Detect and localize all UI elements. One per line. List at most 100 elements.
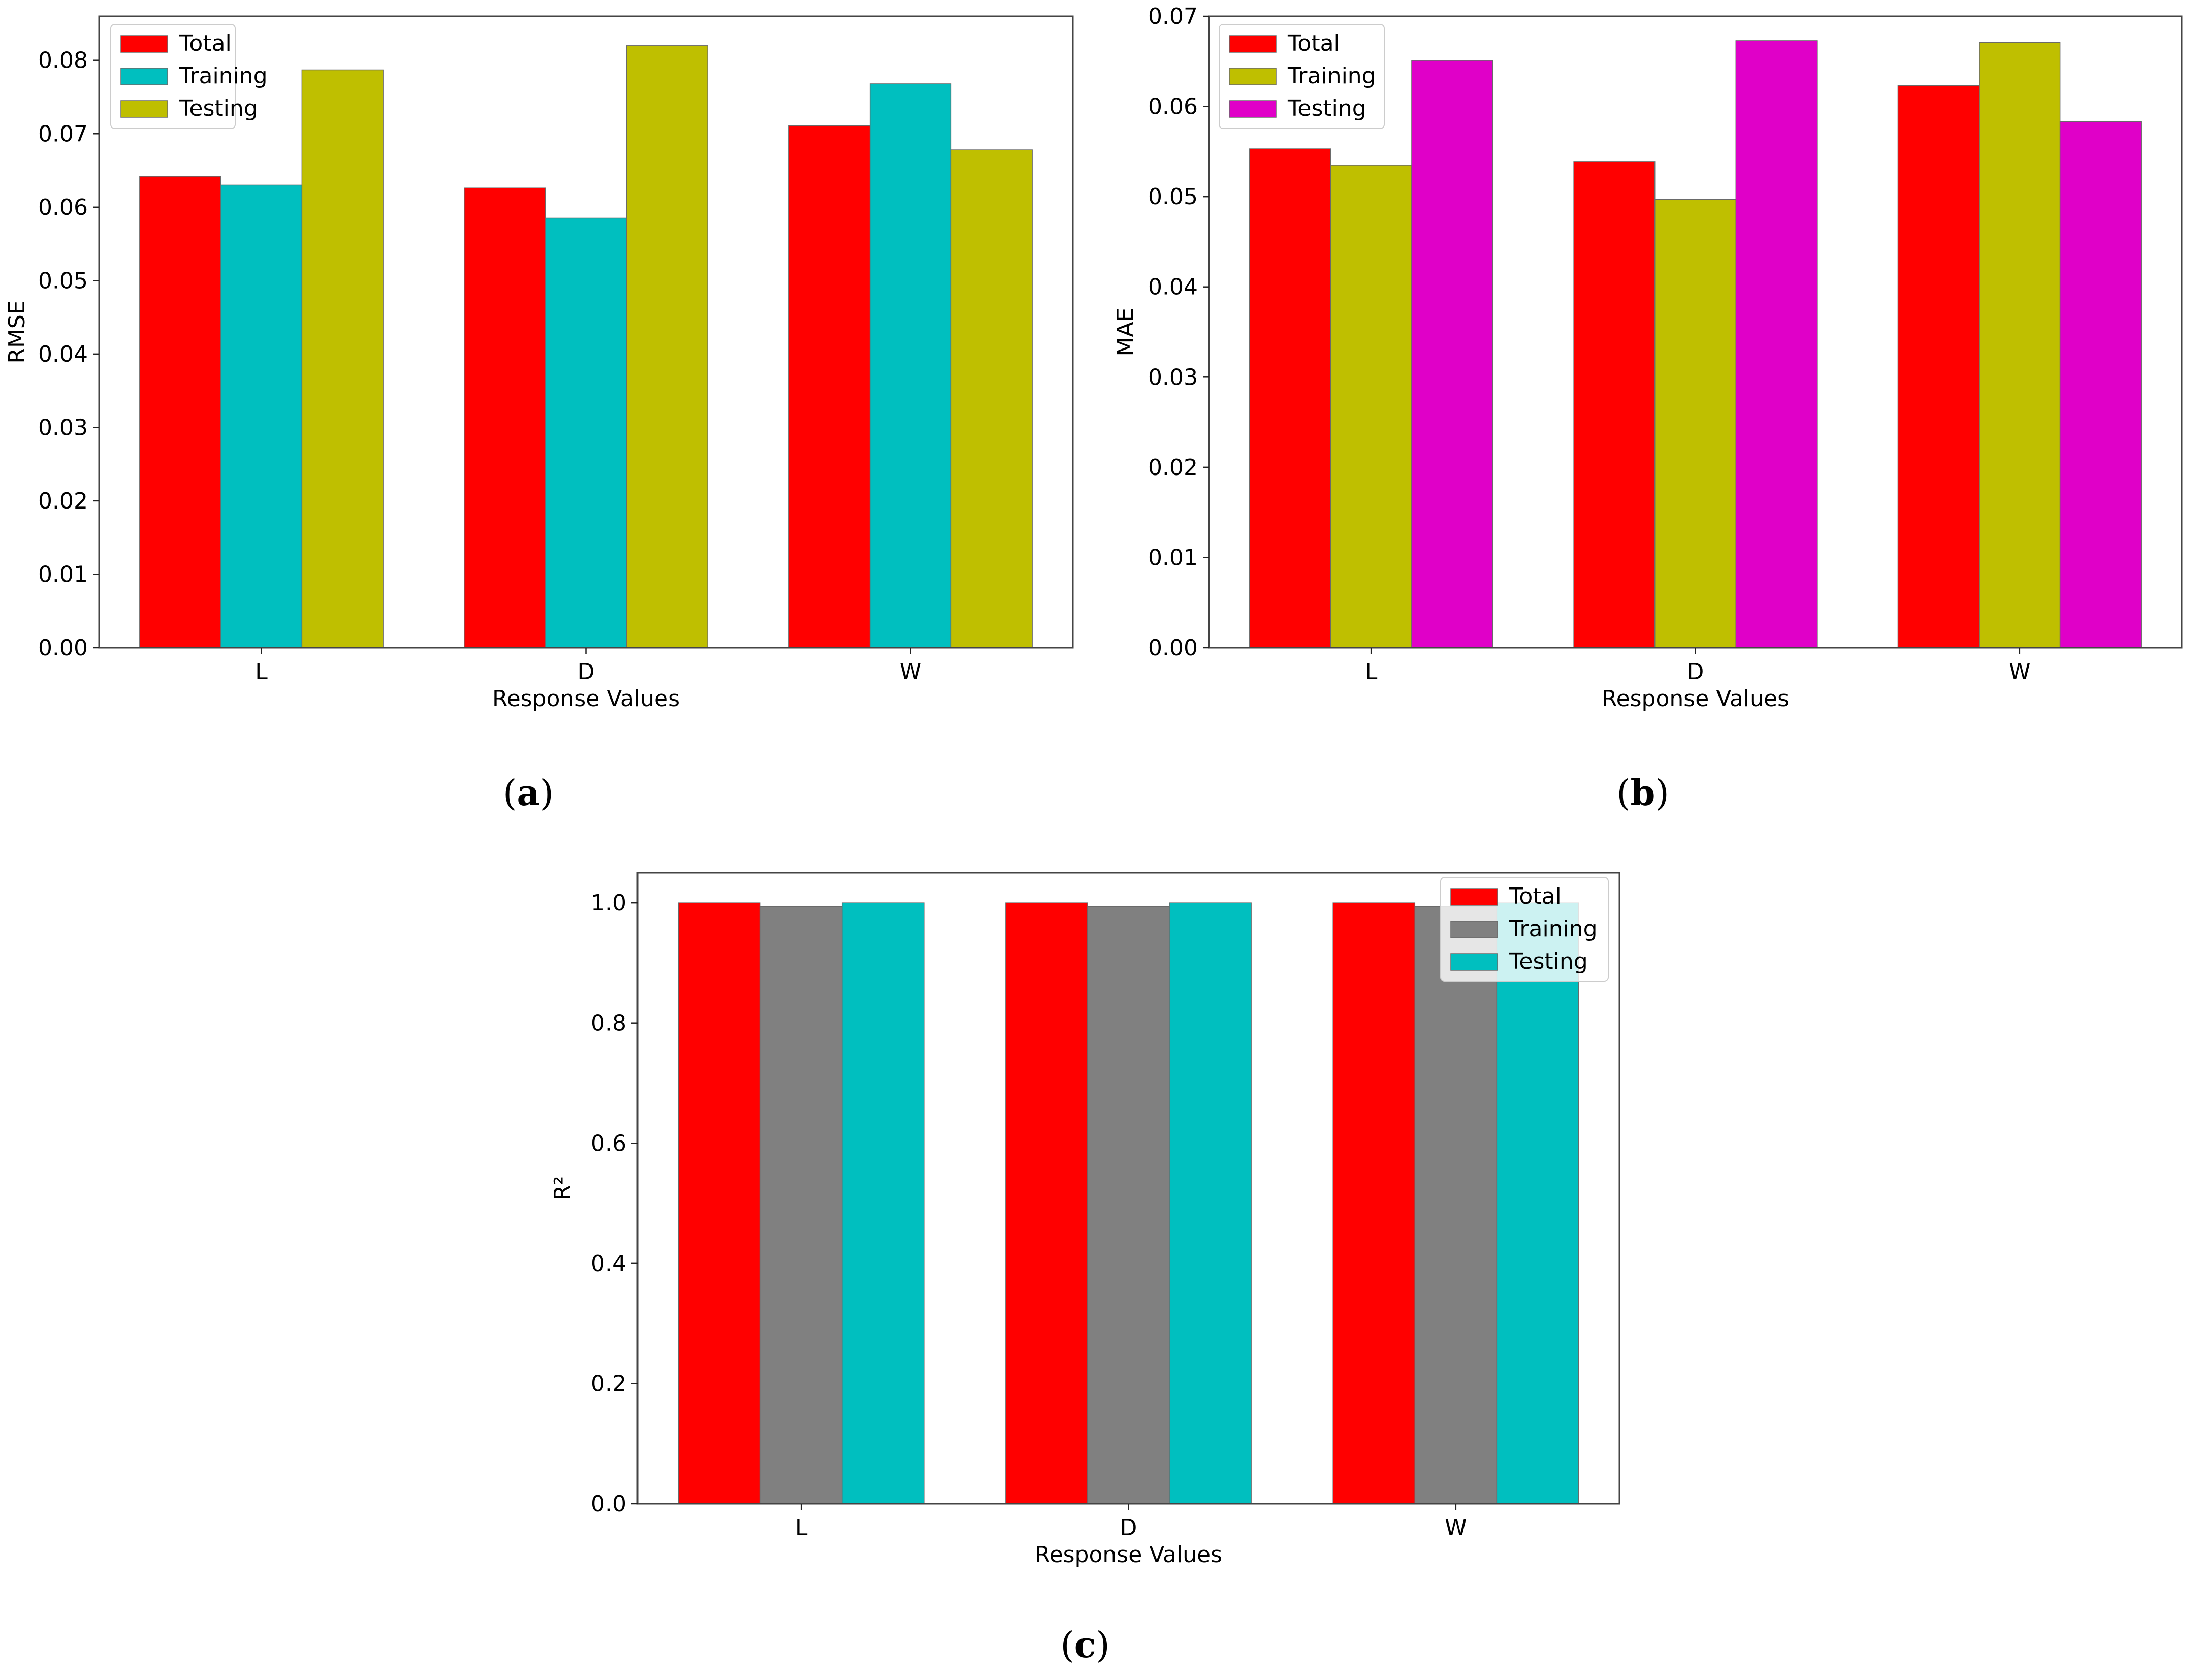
y-tick-label: 0.00 — [1148, 635, 1198, 661]
bar-total-d — [464, 187, 546, 648]
y-tick-label: 0.8 — [591, 1010, 626, 1036]
legend: Total Training Testing — [1440, 877, 1609, 982]
legend-label-total: Total — [1509, 883, 1562, 909]
y-tick-label: 0.00 — [38, 635, 88, 661]
x-axis-label: Response Values — [1035, 1542, 1222, 1568]
bar-total-w — [788, 125, 871, 648]
x-tick-label-l: L — [255, 659, 268, 685]
panel-label: (c) — [1060, 1624, 1109, 1666]
y-tick-label: 0.08 — [38, 48, 88, 74]
x-tick-label-w: W — [900, 659, 922, 685]
y-tick-label: 0.0 — [591, 1491, 626, 1517]
y-tick-label: 0.05 — [38, 268, 88, 294]
x-tick-label-l: L — [795, 1515, 808, 1541]
bar-training-w — [1979, 42, 2061, 648]
panel-label-letter: c — [1074, 1624, 1096, 1666]
bar-testing-w — [1496, 902, 1579, 1504]
y-tick-label: 0.03 — [1148, 364, 1198, 390]
y-axis-label: MAE — [1112, 308, 1138, 357]
y-axis-label: R² — [550, 1176, 576, 1200]
legend-swatch-training — [1229, 68, 1277, 85]
y-tick-label: 0.01 — [38, 561, 88, 587]
y-tick-label: 0.6 — [591, 1130, 626, 1156]
bar-testing-w — [950, 149, 1033, 648]
panel-label-letter: b — [1631, 772, 1656, 814]
chart-panel-b-mae: 0.00 0.01 0.02 0.03 0.04 0.05 0.06 0.07 L D W Respo… — [1112, 4, 2183, 814]
bar-total-d — [1573, 161, 1656, 648]
x-axis-label: Response Values — [1602, 686, 1789, 712]
legend-swatch-testing — [120, 100, 168, 118]
bar-total-w — [1897, 85, 1980, 648]
bar-total-l — [1249, 148, 1331, 648]
chart-panel-a-rmse: 0.00 0.01 0.02 0.03 0.04 0.05 0.06 0.07 0.08 L D W R… — [4, 15, 1074, 814]
bar-training-d — [1654, 199, 1737, 648]
x-tick-label-d: D — [1120, 1515, 1137, 1541]
x-tick-label-d: D — [1687, 659, 1704, 685]
legend-label-total: Total — [179, 30, 232, 56]
panel-label-close-paren: ) — [1655, 772, 1669, 814]
bar-training-l — [759, 906, 843, 1504]
panel-label-letter: a — [517, 772, 539, 814]
legend-label-training: Training — [1509, 916, 1598, 942]
y-tick-label: 0.02 — [38, 488, 88, 514]
x-axis-label: Response Values — [492, 686, 680, 712]
bar-training-w — [869, 83, 952, 648]
y-tick-label: 0.2 — [591, 1371, 626, 1397]
legend-swatch-total — [120, 35, 168, 53]
bar-total-l — [139, 176, 221, 648]
y-tick-label: 0.4 — [591, 1251, 626, 1277]
legend-swatch-training — [1450, 921, 1498, 938]
y-tick-label: 0.01 — [1148, 545, 1198, 570]
legend: Total Training Testing — [110, 24, 268, 129]
bar-testing-w — [2059, 121, 2142, 648]
bar-training-w — [1414, 906, 1498, 1504]
x-tick-label-w: W — [2009, 659, 2031, 685]
legend-swatch-total — [1450, 888, 1498, 906]
bar-training-l — [220, 184, 303, 648]
legend-swatch-total — [1229, 35, 1277, 53]
panel-label: (b) — [1616, 772, 1669, 814]
y-tick-label: 1.0 — [591, 890, 626, 916]
legend-swatch-testing — [1450, 953, 1498, 971]
x-tick-label-l: L — [1365, 659, 1378, 685]
y-tick-label: 0.06 — [1148, 94, 1198, 120]
bar-total-l — [678, 902, 761, 1504]
bar-training-d — [1087, 906, 1170, 1504]
panel-label-open-paren: ( — [1616, 772, 1630, 814]
legend-label-testing: Testing — [1287, 96, 1366, 121]
panel-label: (a) — [503, 772, 554, 814]
bar-training-l — [1330, 165, 1412, 648]
y-axis-label: RMSE — [4, 300, 30, 363]
chart-panel-c-r2: 0.0 0.2 0.4 0.6 0.8 1.0 L D W Response Values R² To… — [550, 872, 1620, 1666]
legend-label-total: Total — [1287, 30, 1340, 56]
panel-label-open-paren: ( — [1060, 1624, 1074, 1666]
y-tick-label: 0.04 — [1148, 274, 1198, 300]
bar-testing-l — [841, 902, 925, 1504]
y-tick-label: 0.02 — [1148, 455, 1198, 481]
bar-testing-d — [1169, 902, 1252, 1504]
panel-label-close-paren: ) — [540, 772, 554, 814]
legend-label-testing: Testing — [179, 96, 258, 121]
panel-label-open-paren: ( — [503, 772, 517, 814]
y-tick-label: 0.07 — [1148, 4, 1198, 29]
bar-training-d — [545, 217, 627, 648]
panel-label-close-paren: ) — [1096, 1624, 1109, 1666]
y-tick-label: 0.04 — [38, 341, 88, 367]
legend-label-testing: Testing — [1509, 948, 1588, 974]
x-tick-label-d: D — [578, 659, 595, 685]
legend-label-training: Training — [179, 63, 268, 89]
bar-testing-d — [1735, 40, 1818, 648]
y-tick-label: 0.05 — [1148, 184, 1198, 210]
x-tick-label-w: W — [1445, 1515, 1467, 1541]
bar-total-w — [1332, 902, 1416, 1504]
legend-swatch-testing — [1229, 100, 1277, 118]
bar-testing-d — [626, 45, 708, 648]
legend-label-training: Training — [1287, 63, 1376, 89]
bar-total-d — [1005, 902, 1088, 1504]
y-tick-label: 0.07 — [38, 121, 88, 147]
y-tick-label: 0.03 — [38, 415, 88, 440]
bar-testing-l — [1411, 60, 1493, 648]
legend: Total Training Testing — [1219, 24, 1385, 129]
bar-testing-l — [301, 69, 384, 648]
